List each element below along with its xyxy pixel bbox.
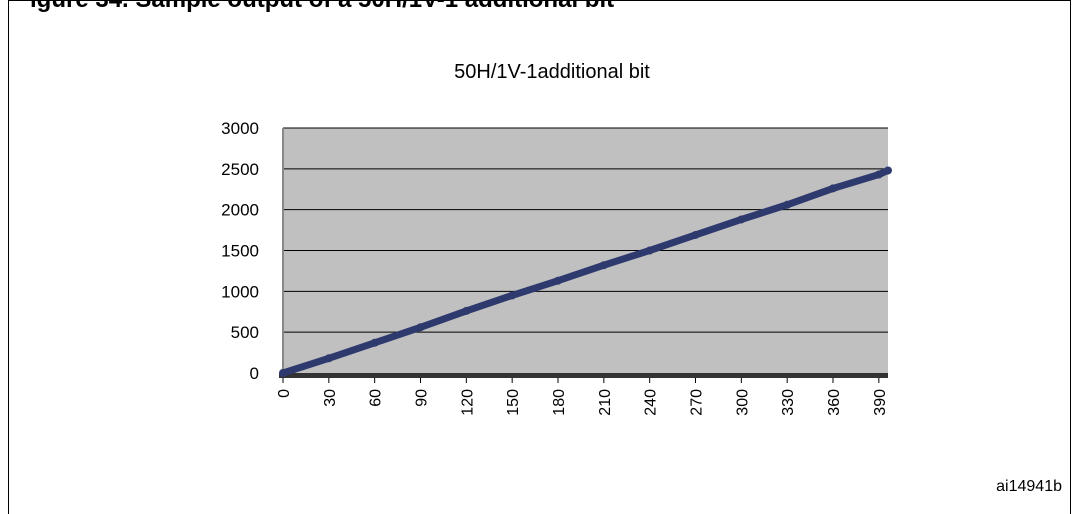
data-point — [599, 261, 608, 270]
y-tick-label: 500 — [231, 323, 259, 342]
x-tick-label: 360 — [826, 389, 843, 416]
y-tick-label: 1000 — [221, 282, 259, 301]
data-point — [279, 369, 287, 377]
data-point — [874, 170, 883, 179]
data-point — [554, 276, 562, 285]
x-tick-label: 270 — [689, 389, 706, 416]
x-tick-label: 300 — [734, 389, 751, 416]
y-tick-label: 2000 — [221, 201, 259, 220]
chart-title: 50H/1V-1additional bit — [454, 61, 650, 83]
data-point — [691, 230, 700, 239]
y-tick-label: 3000 — [221, 119, 259, 138]
figure-reference: ai14941b — [996, 478, 1062, 495]
x-tick-label: 120 — [459, 389, 476, 416]
data-point — [829, 184, 837, 193]
data-point — [508, 291, 517, 300]
x-tick-label: 330 — [780, 389, 797, 416]
x-tick-label: 30 — [322, 389, 339, 407]
data-point — [783, 200, 792, 209]
figure-frame — [8, 0, 1071, 514]
x-tick-label: 390 — [872, 389, 889, 416]
data-point — [416, 323, 425, 332]
x-tick-label: 90 — [414, 389, 431, 407]
y-tick-label: 2500 — [221, 160, 259, 179]
x-tick-label: 210 — [597, 389, 614, 416]
data-point — [884, 166, 892, 175]
data-point — [324, 354, 333, 363]
x-tick-label: 150 — [505, 389, 522, 416]
x-tick-label: 180 — [551, 389, 568, 416]
figure-caption: igure 34. Sample output of a 50H/1V-1 ad… — [30, 0, 614, 14]
data-point — [737, 215, 746, 224]
x-axis-floor — [279, 373, 888, 378]
data-point — [462, 306, 471, 315]
x-tick-label: 60 — [368, 389, 385, 407]
y-tick-label: 1500 — [221, 242, 259, 261]
data-point — [645, 246, 654, 255]
y-tick-label: 0 — [250, 364, 259, 383]
x-tick-label: 0 — [276, 389, 293, 398]
data-point — [370, 338, 379, 347]
x-tick-label: 240 — [643, 389, 660, 416]
